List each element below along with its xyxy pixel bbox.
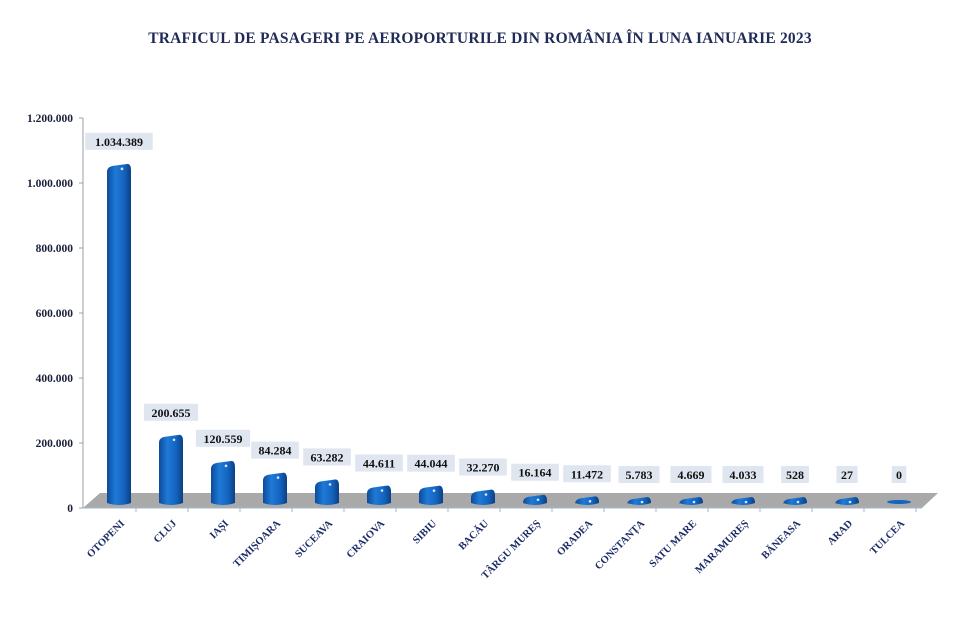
data-label: 27 xyxy=(841,468,853,482)
bar-highlight xyxy=(692,500,696,504)
data-label: 63.282 xyxy=(311,450,344,464)
bar xyxy=(835,497,859,505)
bar xyxy=(887,500,911,504)
bar-highlight xyxy=(588,499,592,503)
category-label: TIMIȘOARA xyxy=(232,518,284,570)
data-label-box xyxy=(563,465,611,483)
y-tick-label: 1.000.000 xyxy=(27,178,73,190)
bar xyxy=(575,496,599,505)
bar xyxy=(419,485,443,505)
bar xyxy=(679,497,703,505)
category-label: SATU MARE xyxy=(648,518,700,570)
data-label: 16.164 xyxy=(519,466,552,480)
bar-highlight xyxy=(328,483,332,486)
bar-highlight xyxy=(484,493,488,496)
data-label-box xyxy=(670,466,712,483)
data-label: 1.034.389 xyxy=(95,135,143,149)
data-label: 4.033 xyxy=(730,468,757,482)
category-label: ARAD xyxy=(826,518,856,548)
data-label-box xyxy=(891,466,907,483)
bar xyxy=(367,485,391,505)
chart-title: TRAFICUL DE PASAGERI PE AEROPORTURILE DI… xyxy=(148,30,812,47)
data-label-box xyxy=(85,132,153,150)
data-label: 0 xyxy=(896,468,902,482)
category-label: CONSTANȚA xyxy=(593,518,647,572)
data-label-box xyxy=(722,466,764,483)
data-label: 11.472 xyxy=(571,467,603,481)
data-label-box xyxy=(618,466,660,483)
data-label: 528 xyxy=(786,468,804,482)
data-label: 120.559 xyxy=(204,432,243,446)
bar xyxy=(471,489,495,505)
data-label: 5.783 xyxy=(626,468,653,482)
y-tick-label: 400.000 xyxy=(36,373,74,385)
category-label: MARAMUREȘ xyxy=(693,518,751,576)
y-tick-label: 1.200.000 xyxy=(27,113,73,125)
bar xyxy=(731,497,755,505)
bar xyxy=(627,497,651,505)
category-label: TULCEA xyxy=(868,518,907,557)
category-label: ORADEA xyxy=(555,518,595,558)
data-label-box xyxy=(407,454,455,472)
bar-highlight xyxy=(120,167,124,171)
data-label: 32.270 xyxy=(467,461,500,475)
bar-highlight xyxy=(640,500,644,504)
category-label: SIBIU xyxy=(411,518,439,546)
bar xyxy=(159,434,183,505)
bar-highlight xyxy=(172,438,176,442)
data-label: 200.655 xyxy=(152,406,191,420)
data-label-box xyxy=(251,441,299,459)
bar xyxy=(263,472,287,505)
bar xyxy=(315,479,339,505)
bar-highlight xyxy=(744,500,748,504)
data-label-box xyxy=(459,458,507,476)
data-label: 4.669 xyxy=(678,468,705,482)
data-label: 44.044 xyxy=(415,457,448,471)
bar xyxy=(783,497,807,505)
category-label: SUCEAVA xyxy=(293,518,335,560)
category-label: CRAIOVA xyxy=(345,518,388,561)
chart-floor xyxy=(83,493,938,508)
category-label: CLUJ xyxy=(152,518,179,545)
y-tick-label: 600.000 xyxy=(36,308,74,320)
data-label-box xyxy=(195,429,251,447)
bar-highlight xyxy=(796,500,800,504)
y-tick-label: 0 xyxy=(67,503,73,515)
y-tick-label: 800.000 xyxy=(36,243,74,255)
bar-highlight xyxy=(536,498,540,502)
bar-highlight xyxy=(380,489,384,492)
category-label: BĂNEASA xyxy=(759,517,803,561)
data-label-box xyxy=(511,463,559,481)
data-label: 84.284 xyxy=(259,444,292,458)
bar xyxy=(523,494,547,505)
category-label: BACĂU xyxy=(456,517,491,552)
bar-highlight xyxy=(848,500,852,504)
data-label-box xyxy=(781,466,809,483)
data-label-box xyxy=(303,448,351,466)
data-label-box xyxy=(355,454,403,472)
y-tick-label: 200.000 xyxy=(36,438,74,450)
category-label: IAȘI xyxy=(208,518,231,541)
bar xyxy=(107,163,131,505)
data-label-box xyxy=(836,466,858,483)
bar xyxy=(211,460,235,505)
bar-highlight xyxy=(224,464,228,468)
data-label: 44.611 xyxy=(363,457,395,471)
category-label: OTOPENI xyxy=(85,518,127,560)
bar-highlight xyxy=(432,489,436,492)
data-label-box xyxy=(143,403,199,421)
bar-highlight xyxy=(276,476,280,479)
